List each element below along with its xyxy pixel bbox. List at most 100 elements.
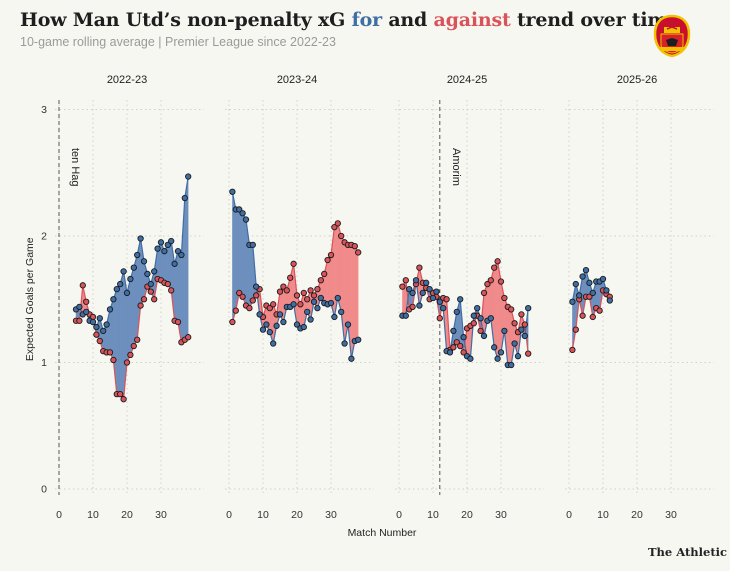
- y-tick-label: 2: [41, 231, 47, 243]
- data-point-against: [586, 293, 593, 300]
- data-point-for: [341, 340, 348, 347]
- data-point-for: [307, 316, 314, 323]
- y-tick-label: 3: [41, 104, 47, 116]
- data-point-for: [586, 279, 593, 286]
- data-point-for: [276, 311, 284, 318]
- data-point-against: [229, 318, 236, 326]
- data-point-for: [314, 304, 321, 312]
- data-point-against: [127, 351, 134, 359]
- data-point-for: [304, 308, 311, 316]
- data-point-for: [331, 313, 338, 321]
- data-point-for: [453, 308, 460, 316]
- data-point-against: [443, 296, 450, 303]
- data-point-against: [174, 318, 182, 326]
- data-point-against: [164, 280, 171, 288]
- data-point-against: [96, 337, 103, 345]
- data-point-against: [436, 315, 443, 322]
- data-point-against: [253, 292, 260, 299]
- data-point-for: [525, 304, 532, 312]
- data-point-for: [402, 312, 409, 319]
- x-tick-label: 10: [87, 509, 99, 521]
- data-point-for: [327, 299, 335, 307]
- data-point-against: [120, 396, 127, 403]
- x-tick-label: 20: [631, 509, 643, 521]
- data-point-for: [480, 332, 488, 340]
- data-point-against: [460, 349, 467, 356]
- axes: 0 10 20 30 0 10 20 30 0 10 20 30 0 10 20 30 0 1 2 3: [41, 104, 677, 521]
- data-point-for: [140, 258, 148, 265]
- title-mid: and: [381, 9, 434, 31]
- data-point-against: [236, 289, 243, 297]
- grid-lines: [55, 100, 714, 495]
- data-point-against: [569, 346, 576, 353]
- data-point-against: [232, 307, 239, 314]
- data-point-for: [290, 301, 297, 308]
- x-tick-label: 20: [291, 509, 303, 521]
- data-point-for: [569, 298, 576, 305]
- data-point-for: [477, 315, 484, 322]
- data-point-against: [151, 296, 158, 303]
- data-point-against: [76, 317, 83, 324]
- difference-area: [354, 246, 359, 342]
- manager-annotation-label: Amorim: [450, 148, 462, 186]
- data-point-for: [103, 321, 110, 328]
- season-label: 2023-24: [277, 74, 317, 86]
- data-point-for: [168, 237, 175, 245]
- data-point-for: [494, 355, 501, 362]
- data-point-against: [589, 313, 596, 321]
- data-point-against: [140, 296, 148, 303]
- data-point-against: [525, 350, 532, 357]
- data-point-for: [185, 173, 192, 180]
- season-label: 2025-26: [617, 74, 657, 86]
- data-point-against: [317, 277, 324, 284]
- data-point-for: [572, 280, 579, 288]
- data-point-for: [355, 336, 362, 343]
- data-point-for: [409, 289, 416, 297]
- title-for: for: [351, 9, 382, 31]
- data-point-for: [474, 304, 481, 312]
- data-point-for: [501, 327, 508, 335]
- data-point-for: [467, 355, 474, 362]
- data-point-for: [491, 344, 498, 351]
- data-point-for: [423, 279, 430, 286]
- data-point-for: [100, 327, 107, 335]
- data-point-for: [239, 210, 246, 217]
- data-point-for: [603, 287, 610, 294]
- data-point-against: [246, 304, 253, 312]
- data-point-against: [79, 282, 86, 289]
- data-point-for: [317, 294, 324, 302]
- data-point-for: [236, 206, 243, 213]
- data-point-against: [572, 326, 579, 333]
- data-point-for: [599, 275, 607, 283]
- chart-title: How Man Utd’s non-penalty xG for and aga…: [20, 9, 679, 31]
- data-point-for: [293, 321, 301, 328]
- data-point-for: [508, 361, 515, 369]
- data-point-against: [307, 287, 314, 294]
- data-point-for: [280, 318, 287, 326]
- data-point-against: [402, 277, 409, 284]
- data-point-for: [154, 245, 161, 252]
- data-point-for: [181, 194, 188, 202]
- data-point-against: [293, 292, 301, 299]
- data-point-against: [480, 289, 488, 297]
- data-point-for: [460, 334, 467, 341]
- difference-area: [507, 306, 512, 366]
- x-tick-label: 30: [495, 509, 507, 521]
- data-point-for: [450, 327, 457, 335]
- data-point-for: [310, 298, 318, 305]
- x-tick-label: 30: [155, 509, 167, 521]
- data-point-for: [579, 273, 586, 280]
- data-point-for: [144, 270, 151, 278]
- data-point-against: [270, 301, 277, 308]
- data-point-for: [256, 311, 263, 318]
- credit-text: The Athletic: [648, 545, 728, 559]
- data-point-for: [229, 188, 236, 195]
- series-points: [72, 173, 613, 403]
- data-point-for: [514, 353, 522, 360]
- data-point-against: [399, 283, 406, 290]
- data-point-for: [446, 349, 454, 356]
- data-point-against: [130, 342, 137, 350]
- data-point-against: [487, 277, 494, 284]
- x-tick-label: 10: [597, 509, 609, 521]
